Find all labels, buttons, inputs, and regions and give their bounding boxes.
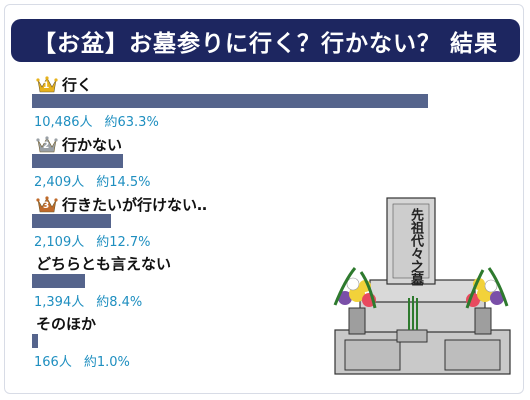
category-label-row: そのほか: [36, 313, 96, 334]
count-label: 166人: [34, 355, 72, 370]
category-label: 行かない: [62, 135, 123, 154]
category-label-row: 1 行く: [36, 73, 92, 95]
rank-number: 3: [43, 201, 50, 211]
grave-icon: [333, 197, 511, 375]
chart-title: 【お盆】お墓参りに行く？行かない？ 結果: [11, 19, 520, 62]
rank-number: 2: [43, 141, 50, 151]
percent-label: 約14.5%: [96, 175, 151, 190]
value-label: 2,109人 約12.7%: [34, 231, 151, 250]
bar: [32, 94, 428, 108]
value-label: 1,394人 約8.4%: [34, 291, 142, 310]
silver-crown-icon: 2: [36, 133, 58, 155]
count-label: 1,394人: [34, 295, 85, 310]
bar: [32, 154, 123, 168]
value-label: 2,409人 約14.5%: [34, 171, 151, 190]
bar: [32, 214, 111, 228]
gold-crown-icon: 1: [36, 73, 58, 95]
percent-label: 約12.7%: [96, 235, 151, 250]
value-label: 166人 約1.0%: [34, 351, 130, 370]
count-label: 10,486人: [34, 115, 93, 130]
count-label: 2,109人: [34, 235, 85, 250]
percent-label: 約1.0%: [83, 355, 130, 370]
value-label: 10,486人 約63.3%: [34, 111, 159, 130]
bar: [32, 274, 85, 288]
category-label-row: 3 行きたいが行けない‥: [36, 193, 207, 215]
rank-number: 1: [43, 81, 50, 91]
category-label-row: どちらとも言えない: [36, 253, 171, 274]
category-label: 行きたいが行けない‥: [62, 195, 208, 214]
category-label: 行く: [62, 75, 93, 94]
category-label: そのほか: [36, 315, 97, 333]
bronze-crown-icon: 3: [36, 193, 58, 215]
bar: [32, 334, 38, 348]
category-label-row: 2 行かない: [36, 133, 122, 155]
percent-label: 約8.4%: [96, 295, 143, 310]
count-label: 2,409人: [34, 175, 85, 190]
grave-inscription: 先祖代々之墓: [408, 208, 423, 286]
category-label: どちらとも言えない: [36, 255, 172, 273]
grave-illustration: 先祖代々之墓: [325, 190, 520, 385]
percent-label: 約63.3%: [104, 115, 159, 130]
